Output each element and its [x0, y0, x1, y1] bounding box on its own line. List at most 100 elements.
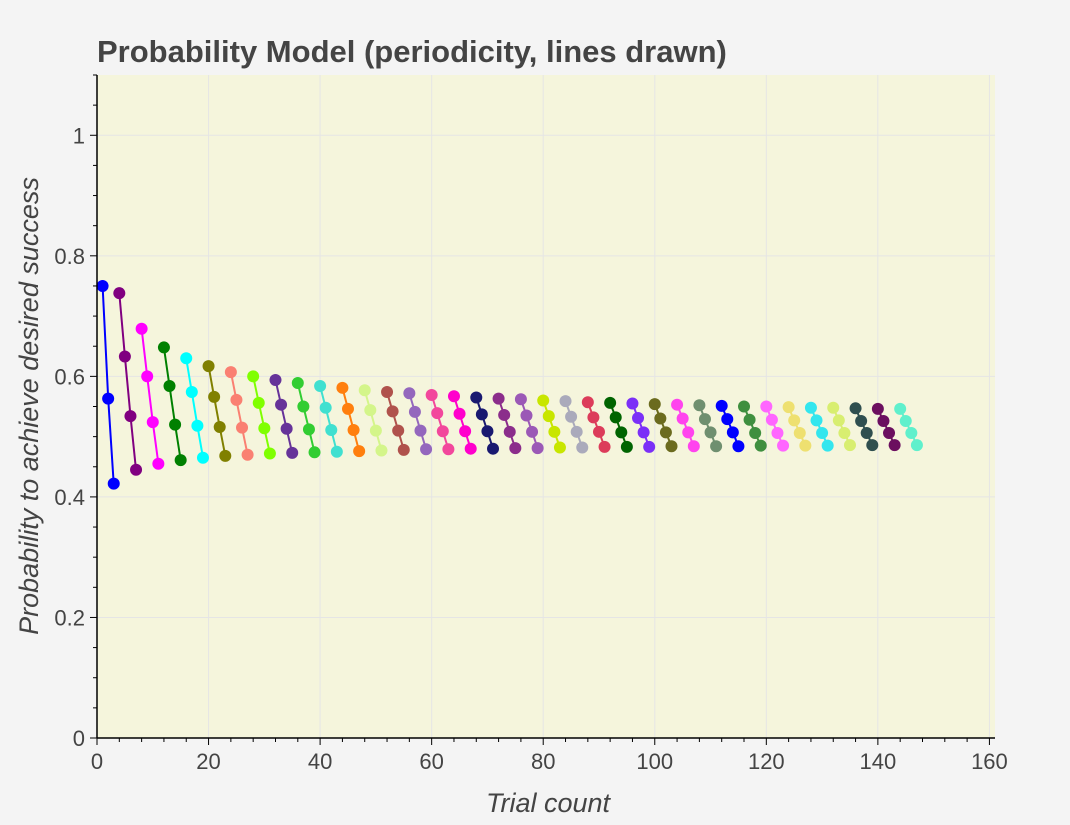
series-15 — [403, 387, 433, 456]
data-point — [381, 386, 394, 399]
series-line — [787, 406, 807, 447]
data-point — [230, 393, 243, 406]
series-19 — [492, 392, 522, 455]
data-point — [408, 405, 421, 418]
data-point — [353, 445, 366, 458]
data-point — [358, 384, 371, 397]
series-line — [564, 400, 584, 448]
series-line — [698, 404, 718, 447]
data-point — [392, 424, 405, 437]
data-point — [247, 370, 260, 383]
data-point — [771, 427, 784, 440]
series-16 — [425, 389, 455, 456]
series-12 — [336, 381, 366, 458]
data-point — [553, 441, 566, 454]
data-point — [470, 391, 483, 404]
series-line — [876, 408, 896, 446]
data-point — [341, 402, 354, 415]
series-line — [185, 358, 204, 458]
chart-title: Probability Model (periodicity, lines dr… — [97, 34, 727, 69]
data-point — [492, 392, 505, 405]
data-point — [431, 407, 444, 420]
data-point — [169, 418, 182, 431]
data-point — [526, 425, 539, 438]
data-point — [174, 454, 187, 467]
x-axis-label: Trial count — [486, 788, 612, 818]
data-point — [425, 389, 438, 402]
data-point — [843, 439, 856, 452]
data-point — [196, 451, 209, 464]
x-tick-label: 100 — [636, 749, 673, 774]
series-layer — [96, 279, 923, 490]
data-point — [637, 426, 650, 439]
data-point — [375, 444, 388, 457]
series-32 — [782, 401, 812, 452]
series-line — [229, 371, 249, 455]
series-23 — [581, 396, 611, 453]
series-2 — [113, 287, 143, 476]
series-1 — [96, 279, 120, 490]
data-point — [782, 401, 795, 414]
data-point — [894, 402, 907, 415]
data-point — [832, 414, 845, 427]
series-21 — [537, 394, 566, 454]
data-point — [459, 425, 472, 438]
data-point — [386, 405, 399, 418]
data-point — [676, 412, 689, 425]
series-4 — [157, 341, 187, 467]
series-line — [319, 385, 338, 452]
data-point — [96, 279, 109, 292]
data-point — [447, 390, 460, 403]
data-point — [866, 439, 879, 452]
data-point — [537, 394, 550, 407]
series-22 — [559, 395, 589, 454]
data-point — [581, 396, 594, 409]
x-tick-label: 40 — [308, 749, 332, 774]
data-point — [302, 423, 315, 436]
series-29 — [715, 399, 745, 453]
data-point — [659, 426, 672, 439]
series-line — [386, 391, 405, 451]
data-point — [453, 407, 466, 420]
data-point — [464, 442, 477, 455]
series-line — [363, 389, 383, 451]
series-24 — [604, 396, 633, 453]
series-30 — [738, 400, 767, 452]
data-point — [542, 410, 555, 423]
data-point — [665, 440, 678, 453]
data-point — [275, 398, 288, 411]
data-point — [883, 427, 896, 440]
data-point — [369, 424, 382, 437]
data-point — [118, 350, 131, 363]
y-tick-label: 0.6 — [54, 364, 85, 389]
series-line — [720, 405, 740, 447]
data-point — [615, 426, 628, 439]
data-point — [570, 425, 583, 438]
y-tick-label: 0 — [73, 726, 85, 751]
data-point — [693, 399, 706, 412]
data-point — [899, 414, 912, 427]
data-point — [849, 402, 862, 415]
series-36 — [871, 402, 901, 452]
series-8 — [247, 370, 276, 460]
data-point — [252, 396, 265, 409]
series-line — [676, 404, 695, 447]
data-point — [107, 477, 120, 490]
data-point — [152, 457, 165, 470]
data-point — [609, 411, 622, 424]
data-point — [102, 392, 115, 405]
series-9 — [269, 373, 299, 459]
x-tick-label: 160 — [971, 749, 1008, 774]
data-point — [319, 401, 332, 414]
data-point — [760, 400, 773, 413]
series-26 — [648, 398, 678, 453]
data-point — [565, 410, 578, 423]
data-point — [347, 424, 360, 437]
series-28 — [693, 399, 723, 453]
series-line — [341, 387, 361, 452]
x-tick-label: 0 — [91, 749, 103, 774]
data-point — [364, 404, 377, 417]
data-point — [710, 440, 723, 453]
series-line — [542, 400, 561, 448]
data-point — [503, 425, 516, 438]
